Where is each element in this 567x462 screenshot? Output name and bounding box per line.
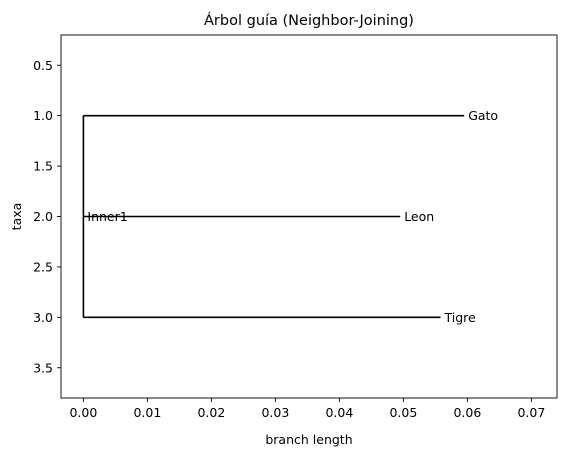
y-tick-label: 3.0 (33, 310, 53, 325)
x-tick-label: 0.02 (197, 405, 225, 420)
x-tick-label: 0.05 (389, 405, 417, 420)
x-tick-label: 0.04 (325, 405, 353, 420)
node-labels: Gato Leon Tigre Inner1 (87, 108, 498, 325)
x-tick-label: 0.06 (453, 405, 481, 420)
y-tick-label: 0.5 (33, 58, 53, 73)
y-axis-ticks: 0.5 1.0 1.5 2.0 2.5 3.0 3.5 (33, 58, 61, 375)
tree-branches (82, 114, 465, 319)
y-axis-label: taxa (9, 203, 24, 231)
x-tick-label: 0.01 (133, 405, 161, 420)
x-tick-label: 0.07 (517, 405, 545, 420)
y-tick-label: 3.5 (33, 360, 53, 375)
x-axis-ticks: 0.00 0.01 0.02 0.03 0.04 0.05 0.06 0.07 (69, 398, 545, 420)
inner-node-label: Inner1 (87, 209, 127, 224)
y-tick-label: 1.0 (33, 108, 53, 123)
y-tick-label: 2.0 (33, 209, 53, 224)
chart-title: Árbol guía (Neighbor-Joining) (204, 12, 414, 29)
y-tick-label: 2.5 (33, 259, 53, 274)
leaf-label-gato: Gato (468, 108, 498, 123)
leaf-label-tigre: Tigre (444, 310, 477, 325)
x-tick-label: 0.03 (261, 405, 289, 420)
x-axis-label: branch length (265, 432, 352, 447)
y-tick-label: 1.5 (33, 159, 53, 174)
x-tick-label: 0.00 (69, 405, 97, 420)
leaf-label-leon: Leon (404, 209, 434, 224)
